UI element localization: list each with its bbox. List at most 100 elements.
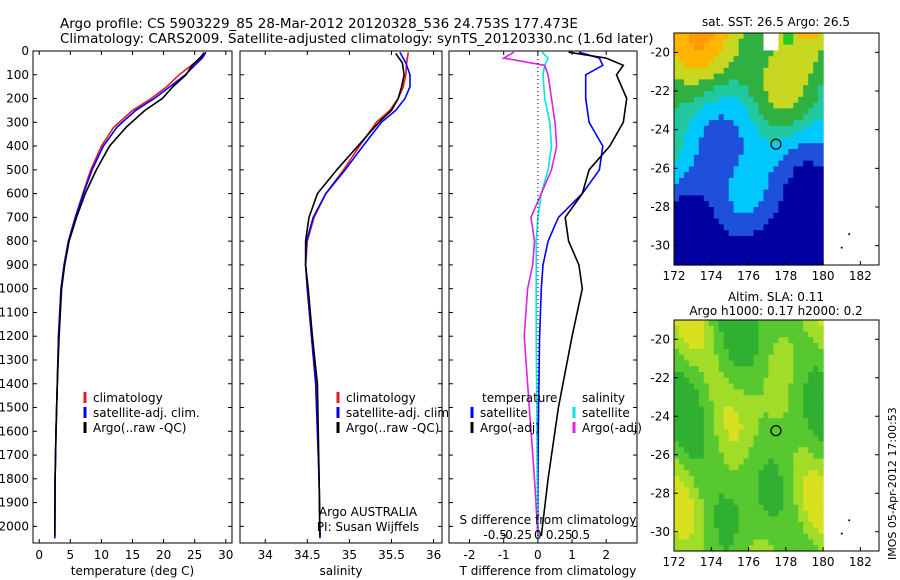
sst_map-cell [763, 189, 770, 196]
sst_map-cell [703, 183, 710, 191]
sst_map-cell [728, 201, 735, 208]
sla_map-cell [723, 452, 730, 460]
sst_map-cell [738, 253, 745, 260]
sla_map-cell [679, 435, 685, 442]
sst_map-cell [723, 96, 730, 104]
sst_map-cell [698, 160, 705, 167]
sst_map-cell [808, 125, 814, 133]
sst_map-cell [798, 207, 804, 214]
sla_map-cell [748, 320, 755, 327]
sla_map-cell [733, 499, 740, 506]
sst_map-cell [728, 207, 735, 214]
sla_map-cell [683, 452, 690, 460]
sla_map-cell [674, 343, 680, 350]
sla_map-cell [793, 418, 799, 425]
sla_map-cell [688, 522, 695, 529]
sla_map-cell [768, 452, 774, 460]
sla_map-cell [703, 418, 710, 425]
sst_map-cell [758, 178, 765, 185]
sla_map-cell [674, 406, 680, 413]
sla_map-cell [733, 458, 740, 465]
sla_map-cell [688, 366, 695, 373]
sla_map-cell [728, 493, 735, 500]
sla_map-cell [674, 458, 680, 465]
sla_map-cell [738, 354, 745, 361]
sla_map-cell [683, 412, 690, 419]
sst_map-cell [708, 207, 715, 214]
sla_map-cell [674, 320, 680, 327]
sla_map-cell [803, 383, 809, 390]
sst_map-cell [698, 79, 705, 86]
sla_map-cell [728, 337, 735, 344]
sla_map-cell [798, 481, 804, 489]
sla_map-cell [803, 522, 809, 529]
sla_map-cell [813, 458, 819, 465]
sst_map-cell [723, 143, 730, 150]
sst_map-cell [693, 120, 700, 127]
sla_map-cell [818, 412, 824, 419]
sla_map-cell [808, 464, 814, 471]
sla_map-cell [773, 539, 779, 546]
sst_map-cell [748, 33, 755, 40]
sla_map-cell [728, 475, 735, 483]
difference-s-tick-label: -0.25 [501, 528, 532, 542]
sst_map-cell [818, 50, 824, 57]
sla_map-cell [748, 366, 755, 373]
sla_map-cell [783, 395, 789, 402]
sla_map-cell [713, 481, 720, 489]
sla_map-cell [768, 377, 774, 385]
sla_map-cell [723, 493, 730, 500]
sla_map-cell [783, 406, 789, 413]
sla_map-cell [773, 447, 779, 454]
sla_map-cell [813, 418, 819, 425]
sst_map-cell [763, 137, 770, 144]
sla_map-cell [773, 389, 779, 396]
sst_map-cell [683, 44, 690, 51]
sla_map-cell [688, 510, 695, 517]
sst_map-cell [674, 73, 680, 80]
sst_map-cell [703, 108, 710, 115]
sst_map-cell [758, 201, 765, 208]
sst_map-cell [743, 79, 750, 86]
sla_map-cell [788, 423, 794, 431]
sst_map-cell [768, 259, 774, 266]
sst_map-cell [768, 172, 774, 179]
sst_map-cell [788, 201, 794, 208]
sst_map-cell [713, 120, 720, 127]
sla_map-cell [738, 395, 745, 402]
sla_map-cell [738, 499, 745, 506]
sla_map-cell [758, 527, 765, 535]
sla_map-cell [793, 366, 799, 373]
sst_map-cell [733, 137, 740, 144]
sst_map-cell [793, 114, 799, 121]
sla_map-cell [693, 516, 700, 523]
sst_map-cell [803, 114, 809, 121]
sla_map-cell [688, 377, 695, 385]
sla_map-cell [698, 533, 705, 541]
sla_map-cell [813, 366, 819, 373]
sst_map-cell [703, 189, 710, 196]
sla_map-cell [688, 470, 695, 477]
sst_map-cell [778, 166, 784, 173]
sst_map-cell [813, 56, 819, 63]
sla_map-cell [753, 533, 760, 541]
sla_map-cell [818, 337, 824, 344]
sla_map-cell [773, 533, 779, 541]
sst_map-cell [698, 241, 705, 249]
sst_map-cell [679, 149, 685, 156]
sst_map-cell [693, 236, 700, 243]
sst_map-cell [768, 212, 774, 220]
sst_map-cell [738, 79, 745, 86]
sst_map-cell [788, 67, 794, 75]
sst_map-cell [798, 108, 804, 115]
sst_map-cell [703, 224, 710, 231]
sla_map-cell [788, 504, 794, 512]
sla_map-cell [708, 452, 715, 460]
sla_map-cell [703, 464, 710, 471]
sst_map-ytick-label: -24 [650, 123, 670, 137]
sla_map-cell [803, 458, 809, 465]
sla_map-cell [683, 527, 690, 535]
sst_map-cell [803, 143, 809, 150]
sla_map-cell [698, 412, 705, 419]
sla_map-cell [813, 487, 819, 494]
